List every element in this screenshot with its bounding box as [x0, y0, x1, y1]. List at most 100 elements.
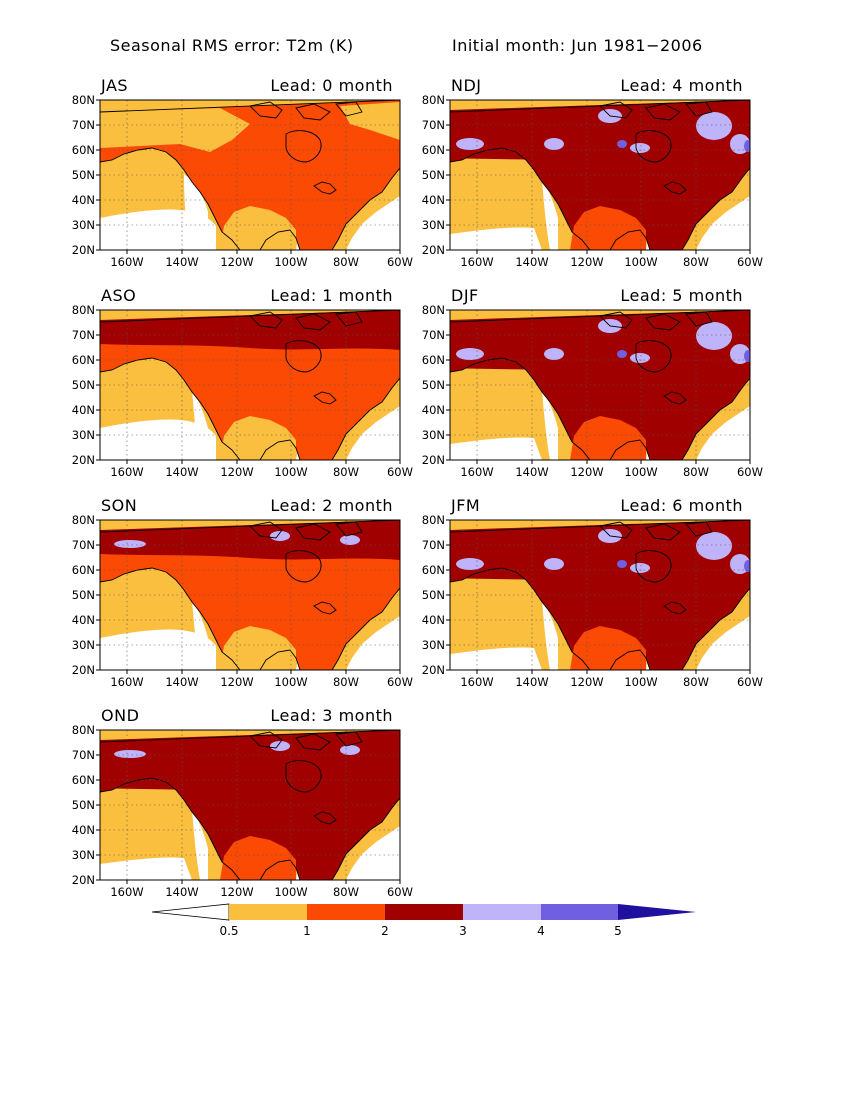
lon-tick-label: 60W	[387, 465, 413, 479]
panel-lead-label: Lead: 2 month	[270, 496, 393, 515]
arctic-islands-outline	[249, 101, 363, 121]
southern-band	[220, 626, 296, 670]
lat-tick-label: 70N	[72, 118, 95, 132]
low-error-region	[100, 629, 216, 670]
low-error-region	[450, 437, 542, 460]
lat-tick-label: 50N	[72, 798, 95, 812]
peak-error-spot	[617, 560, 627, 568]
map-panel-son: SON Lead: 2 month 80N 70N 60N 50N 40N 30N 20N 160…	[72, 496, 413, 689]
lon-tick-label: 80W	[333, 465, 359, 479]
lat-tick-label: 70N	[422, 538, 445, 552]
colorbar-bin-5	[541, 904, 618, 920]
arctic-high-error	[450, 520, 750, 590]
colorbar-label-1: 1	[303, 924, 311, 938]
lat-tick-label: 40N	[422, 193, 445, 207]
panel-lead-label: Lead: 6 month	[620, 496, 743, 515]
lon-tick-label: 60W	[387, 255, 413, 269]
map-field	[450, 520, 750, 670]
low-error-region	[542, 390, 558, 460]
lat-tick-label: 30N	[72, 848, 95, 862]
colorbar-label-4: 4	[537, 924, 545, 938]
lat-tick-label: 50N	[72, 588, 95, 602]
lat-tick-label: 60N	[72, 563, 95, 577]
high-error-spot	[340, 745, 360, 755]
lat-tick-label: 30N	[72, 218, 95, 232]
lat-tick-label: 30N	[422, 638, 445, 652]
lon-tick-label: 100W	[624, 675, 657, 689]
high-error-spot	[270, 741, 290, 751]
southern-band	[220, 206, 296, 250]
lat-tick-label: 50N	[422, 168, 445, 182]
southern-band	[220, 416, 296, 460]
high-error-spot	[544, 348, 564, 360]
map-panel-aso: ASO Lead: 1 month 80N 70N 60N 50N 40N 30N 20N 160…	[72, 286, 413, 479]
lon-tick-label: 60W	[737, 675, 763, 689]
lon-tick-label: 60W	[387, 885, 413, 899]
lat-tick-label: 60N	[422, 353, 445, 367]
lat-tick-label: 20N	[72, 663, 95, 677]
lon-tick-label: 140W	[515, 675, 548, 689]
high-error-spot	[630, 353, 650, 363]
high-error-spot	[696, 322, 732, 350]
lon-tick-label: 80W	[333, 255, 359, 269]
colorbar-bin-3	[385, 904, 463, 920]
panel-lead-label: Lead: 4 month	[620, 76, 743, 95]
colorbar-bin-1	[229, 904, 307, 920]
panel-season-label: NDJ	[451, 76, 482, 95]
map-field	[100, 100, 400, 250]
low-error-region	[192, 810, 208, 880]
high-error-spot	[696, 112, 732, 140]
low-error-region	[192, 390, 208, 460]
lon-tick-label: 100W	[624, 465, 657, 479]
lon-tick-label: 160W	[110, 255, 143, 269]
map-field	[100, 730, 400, 880]
peak-error-spot	[617, 350, 627, 358]
lon-tick-label: 120W	[570, 465, 603, 479]
low-error-region	[100, 857, 192, 880]
initial-month-label: Initial month: Jun 1981−2006	[452, 36, 703, 55]
lat-tick-label: 20N	[72, 873, 95, 887]
map-panel-ndj: NDJ Lead: 4 month 80N 70N 60N 50N 40N 30N 20N 160…	[422, 76, 763, 269]
colorbar-above-triangle	[618, 904, 696, 920]
high-error-spot	[114, 540, 146, 548]
colorbar-bin-4	[463, 904, 541, 920]
lat-tick-label: 70N	[72, 538, 95, 552]
lon-tick-label: 160W	[110, 885, 143, 899]
lat-tick-label: 60N	[72, 143, 95, 157]
southern-band	[570, 626, 646, 670]
lat-tick-label: 80N	[422, 303, 445, 317]
panel-season-label: DJF	[451, 286, 479, 305]
southern-band	[570, 416, 646, 460]
panel-lead-label: Lead: 3 month	[270, 706, 393, 725]
lon-tick-label: 100W	[274, 465, 307, 479]
lat-tick-label: 40N	[422, 403, 445, 417]
panel-lead-label: Lead: 5 month	[620, 286, 743, 305]
map-panel-ond: OND Lead: 3 month 80N 70N 60N 50N 40N 30N 20N 160…	[72, 706, 413, 899]
peak-error-spot	[617, 140, 627, 148]
moderate-error-region	[340, 102, 400, 140]
lat-tick-label: 60N	[422, 563, 445, 577]
panel-season-label: JFM	[450, 496, 480, 515]
lon-tick-label: 80W	[333, 675, 359, 689]
lat-tick-label: 60N	[422, 143, 445, 157]
high-error-spot	[114, 750, 146, 758]
high-error-spot	[270, 531, 290, 541]
lon-tick-label: 100W	[274, 255, 307, 269]
lat-tick-label: 30N	[422, 428, 445, 442]
lat-tick-label: 40N	[72, 193, 95, 207]
lat-tick-label: 80N	[72, 303, 95, 317]
lat-tick-label: 50N	[72, 168, 95, 182]
lat-tick-label: 80N	[422, 513, 445, 527]
lat-tick-label: 80N	[72, 93, 95, 107]
arctic-islands-outline	[599, 521, 713, 541]
panel-season-label: SON	[101, 496, 137, 515]
lon-tick-label: 140W	[165, 675, 198, 689]
lat-tick-label: 60N	[72, 773, 95, 787]
high-error-spot	[340, 535, 360, 545]
high-error-spot	[630, 563, 650, 573]
panel-season-label: OND	[101, 706, 139, 725]
map-field	[100, 310, 400, 460]
high-error-spot	[544, 138, 564, 150]
map-panel-djf: DJF Lead: 5 month 80N 70N 60N 50N 40N 30N 20N 160…	[422, 286, 763, 479]
